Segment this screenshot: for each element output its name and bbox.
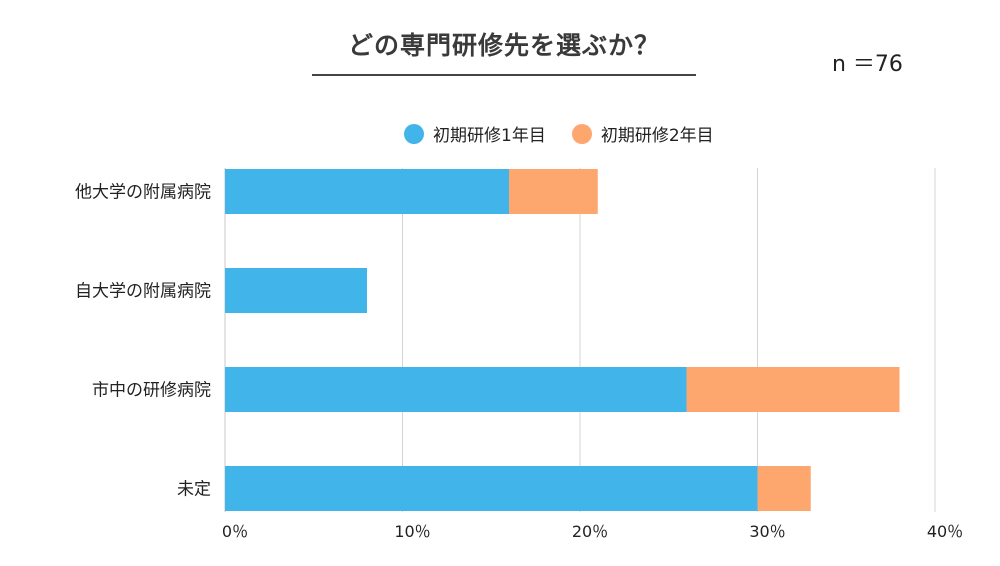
x-tick-label-0: 0％: [222, 522, 248, 541]
legend-item-year2: 初期研修2年目: [571, 121, 714, 146]
bar-2-3: [757, 466, 811, 511]
x-tick-label-10: 10％: [394, 522, 430, 541]
bar-1-2: [225, 367, 687, 412]
legend-item-year1: 初期研修1年目: [404, 121, 546, 146]
legend-swatch-year1: [404, 123, 424, 144]
legend-swatch-year2: [571, 123, 592, 144]
category-label-3: 未定: [177, 480, 211, 500]
chart-title: どの専門研修先を選ぶか？: [347, 31, 660, 60]
bar-2-2: [686, 367, 900, 412]
category-label-0: 他大学の附属病院: [75, 183, 211, 203]
category-label-1: 自大学の附属病院: [75, 282, 211, 302]
title-underline: [312, 74, 696, 76]
x-tick-label-20: 20％: [572, 522, 608, 541]
x-tick-label-40: 40％: [927, 522, 963, 541]
category-label-2: 市中の研修病院: [92, 381, 211, 401]
legend-label-year2: 初期研修2年目: [600, 126, 714, 146]
x-tick-label-30: 30％: [749, 522, 785, 541]
legend: 初期研修1年目 初期研修2年目: [404, 121, 740, 146]
sample-size: n ＝76: [832, 52, 903, 77]
legend-label-year1: 初期研修1年目: [433, 126, 546, 146]
bar-1-0: [225, 169, 509, 214]
bar-1-1: [225, 268, 367, 313]
bar-1-3: [225, 466, 758, 511]
bar-2-0: [509, 169, 598, 214]
